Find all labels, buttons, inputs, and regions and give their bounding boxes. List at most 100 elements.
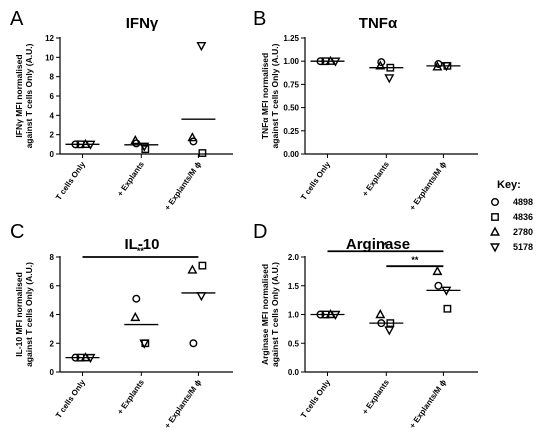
data-point bbox=[198, 261, 207, 270]
data-point bbox=[330, 310, 341, 320]
data-point bbox=[375, 60, 386, 70]
y-tick-label: 12 bbox=[45, 34, 54, 43]
y-tick-label: 6 bbox=[50, 92, 55, 101]
data-point bbox=[187, 132, 198, 142]
y-tick-label: 10 bbox=[45, 53, 54, 62]
y-tick-label: 2.0 bbox=[288, 253, 300, 262]
y-tick-label: 4 bbox=[50, 111, 55, 120]
data-point bbox=[196, 292, 207, 302]
data-point bbox=[386, 63, 395, 72]
data-point bbox=[85, 140, 96, 150]
data-point bbox=[71, 140, 80, 149]
significance-label: ** bbox=[137, 246, 145, 256]
key-label: 5178 bbox=[513, 242, 533, 252]
x-tick-label: + Explants bbox=[115, 378, 146, 417]
x-tick-label: T cells Only bbox=[54, 378, 87, 420]
data-point bbox=[432, 61, 443, 71]
key-label: 4836 bbox=[513, 212, 533, 222]
y-tick-label: 8 bbox=[50, 253, 55, 262]
data-point bbox=[375, 309, 386, 319]
data-point bbox=[139, 339, 150, 349]
x-tick-label: + Explants bbox=[115, 160, 146, 199]
y-tick-label: 0 bbox=[50, 150, 55, 159]
data-point bbox=[384, 326, 395, 336]
key-label: 2780 bbox=[513, 227, 533, 237]
y-tick-label: 0 bbox=[50, 368, 55, 377]
data-point bbox=[330, 57, 341, 67]
data-point bbox=[130, 311, 141, 322]
data-point bbox=[316, 57, 325, 66]
x-tick-label: + Explants/M ϕ bbox=[408, 160, 448, 212]
y-axis-label: IL-10 MFI normalisedagainst T cells Only… bbox=[14, 262, 34, 367]
y-tick-label: 1.25 bbox=[283, 34, 299, 43]
y-axis-label-line: against T cells Only (A.U.) bbox=[24, 262, 34, 367]
key-label: 4898 bbox=[513, 197, 533, 207]
data-point bbox=[141, 145, 150, 154]
y-axis-label-line: TNFα MFI normalised bbox=[260, 53, 270, 139]
x-tick-label: T cells Only bbox=[54, 160, 87, 202]
y-tick-label: 2 bbox=[50, 339, 55, 348]
panel-letter: A bbox=[10, 8, 24, 30]
x-tick-label: + Explants/M ϕ bbox=[163, 160, 203, 212]
x-tick-label: + Explants/M ϕ bbox=[163, 378, 203, 430]
data-point bbox=[434, 59, 443, 68]
data-point bbox=[377, 319, 386, 328]
data-point bbox=[441, 286, 452, 296]
y-tick-label: 1.5 bbox=[288, 282, 300, 291]
data-point bbox=[85, 353, 96, 364]
panel-title: Arginase bbox=[346, 236, 410, 253]
panel-title: IFNγ bbox=[126, 15, 159, 32]
data-point bbox=[187, 264, 198, 274]
data-point bbox=[384, 74, 395, 84]
panel-d: D Arginase 0.0 0.5 1.0 1.5 2.0 Arginase MFI nor… bbox=[253, 221, 478, 430]
panel-letter: D bbox=[253, 221, 267, 243]
data-point bbox=[198, 149, 207, 157]
data-point bbox=[132, 294, 141, 303]
y-tick-label: 1.0 bbox=[288, 311, 300, 320]
data-point bbox=[443, 304, 452, 313]
y-tick-label: 8 bbox=[50, 73, 55, 82]
data-point bbox=[377, 58, 386, 67]
y-tick-label: 0.25 bbox=[283, 127, 299, 136]
data-point bbox=[189, 137, 198, 146]
data-point bbox=[441, 62, 452, 72]
y-axis-label-line: IFNγ MFI normalised bbox=[14, 54, 24, 137]
y-tick-label: 0.00 bbox=[283, 150, 299, 159]
y-axis-label-line: against T cells Only (A.U.) bbox=[270, 262, 280, 367]
y-axis-label: Arginase MFI normalisedagainst T cells O… bbox=[260, 262, 280, 367]
x-tick-label: + Explants bbox=[360, 160, 391, 199]
y-axis-label-line: against T cells Only (A.U.) bbox=[24, 43, 34, 148]
data-point bbox=[71, 353, 80, 362]
panel-letter: C bbox=[10, 221, 24, 243]
data-point bbox=[139, 142, 150, 152]
key-marker bbox=[490, 243, 500, 253]
key-marker bbox=[491, 197, 500, 206]
panel-title: TNFα bbox=[359, 15, 398, 32]
significance-label: * bbox=[384, 240, 388, 250]
panel-c: C IL-10 0 2 4 6 8 IL-10 MFI normalisedagainst T… bbox=[10, 221, 233, 430]
y-tick-label: 4 bbox=[50, 311, 55, 320]
data-point bbox=[196, 42, 207, 52]
y-axis-label-line: Arginase MFI normalised bbox=[260, 264, 270, 365]
data-point bbox=[189, 339, 198, 348]
panel-letter: B bbox=[253, 8, 266, 30]
y-axis-label-line: against T cells Only (A.U.) bbox=[270, 43, 280, 148]
data-point bbox=[316, 310, 325, 319]
significance-label: ** bbox=[411, 255, 419, 265]
y-tick-label: 0.0 bbox=[288, 368, 300, 377]
y-axis-label: TNFα MFI normalisedagainst T cells Only … bbox=[260, 43, 280, 148]
x-tick-label: T cells Only bbox=[299, 160, 332, 202]
y-axis-label-line: IL-10 MFI normalised bbox=[14, 272, 24, 357]
y-tick-label: 0.50 bbox=[283, 104, 299, 113]
panel-a: A IFNγ 0 2 4 6 8 10 12 IFNγ MFI normalisedagainst… bbox=[10, 8, 233, 212]
data-point bbox=[432, 265, 443, 276]
key-title: Key: bbox=[497, 179, 521, 191]
key-marker bbox=[491, 213, 499, 221]
data-point bbox=[130, 134, 141, 145]
data-point bbox=[434, 281, 443, 290]
y-tick-label: 0.5 bbox=[288, 339, 300, 348]
panel-title: IL-10 bbox=[124, 236, 159, 253]
x-tick-label: + Explants/M ϕ bbox=[408, 378, 448, 430]
